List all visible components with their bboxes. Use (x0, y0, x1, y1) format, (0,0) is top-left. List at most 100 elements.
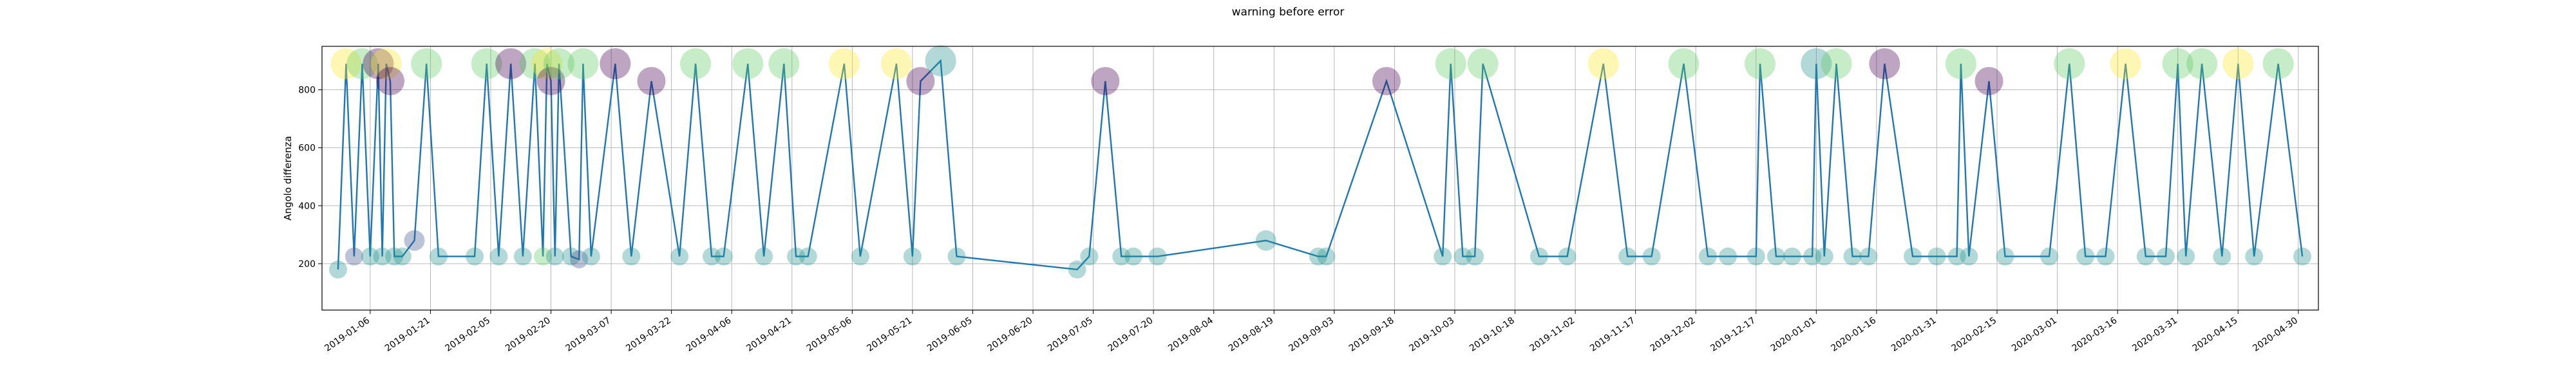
data-points (328, 45, 2312, 279)
x-axis: 2019-01-06 2019-01-21 2019-02-05 2019-02-20… (323, 310, 2300, 354)
data-point (1080, 247, 1099, 266)
data-point (1744, 48, 1776, 80)
x-tick-label: 2019-04-06 (685, 315, 734, 354)
data-point (404, 230, 425, 251)
chart-title: warning before error (1232, 6, 1345, 19)
data-point (534, 247, 553, 266)
data-point (1068, 260, 1086, 279)
data-point (2213, 247, 2231, 266)
x-tick-label: 2019-08-04 (1166, 315, 1215, 354)
x-tick-label: 2019-06-05 (925, 315, 974, 354)
data-point (1112, 247, 1131, 266)
y-tick-label: 800 (298, 86, 316, 96)
data-point (1960, 247, 1978, 266)
data-point (373, 247, 392, 266)
data-point (1927, 247, 1946, 266)
data-point (2096, 247, 2115, 266)
data-point (703, 247, 721, 266)
data-point (1766, 247, 1785, 266)
data-point (851, 247, 869, 266)
data-point (600, 48, 631, 80)
data-point (1747, 247, 1765, 266)
x-tick-label: 2019-12-17 (1709, 315, 1757, 354)
data-point (513, 247, 532, 266)
data-point (755, 247, 773, 266)
data-point (1821, 48, 1852, 80)
x-tick-label: 2020-04-15 (2191, 315, 2240, 354)
x-tick-label: 2019-03-07 (564, 315, 613, 354)
data-point (1945, 48, 1976, 80)
data-point (1454, 247, 1472, 266)
x-tick-label: 2019-02-05 (443, 315, 492, 354)
data-point (768, 48, 800, 80)
x-tick-label: 2020-02-15 (1949, 315, 1998, 354)
x-tick-label: 2019-05-06 (805, 315, 854, 354)
data-point (1618, 247, 1637, 266)
x-tick-label: 2019-01-06 (323, 315, 372, 354)
data-point (330, 48, 362, 80)
y-axis-label: Angolo differenza (282, 136, 294, 220)
data-point (385, 247, 404, 266)
data-point (1698, 247, 1717, 266)
data-point (1309, 247, 1327, 266)
x-tick-label: 2019-11-02 (1528, 315, 1577, 354)
data-point (1587, 48, 1619, 80)
data-point (411, 48, 442, 80)
data-point (2262, 48, 2294, 80)
x-tick-label: 2019-09-03 (1287, 315, 1336, 354)
data-point (2136, 247, 2155, 266)
x-tick-label: 2019-12-02 (1649, 315, 1698, 354)
data-point (2110, 48, 2141, 80)
x-tick-label: 2020-03-16 (2070, 315, 2119, 354)
x-tick-label: 2020-03-01 (2010, 315, 2059, 354)
y-tick-label: 400 (298, 201, 316, 212)
data-point (1558, 247, 1577, 266)
data-point (947, 247, 966, 266)
data-point (622, 247, 641, 266)
data-point (732, 48, 764, 80)
data-point (1372, 67, 1401, 96)
data-point (799, 247, 817, 266)
series-line (337, 59, 2304, 271)
data-point (1467, 48, 1499, 80)
data-point (1783, 247, 1801, 266)
data-point (2186, 48, 2218, 80)
x-tick-label: 2019-03-22 (624, 315, 673, 354)
data-point (1947, 247, 1966, 266)
data-point (429, 247, 448, 266)
grid (322, 46, 2318, 310)
data-point (1668, 48, 1700, 80)
x-tick-label: 2020-01-16 (1829, 315, 1878, 354)
data-point (345, 247, 363, 266)
data-point (328, 260, 347, 279)
data-point (1642, 247, 1661, 266)
data-point (471, 48, 502, 80)
data-point (714, 247, 733, 266)
data-point (531, 48, 563, 80)
x-tick-label: 2019-04-21 (744, 315, 793, 354)
plot-frame (321, 46, 2319, 311)
data-point (1435, 48, 1466, 80)
data-point (1466, 247, 1484, 266)
data-point (1255, 230, 1276, 251)
data-point (1815, 247, 1833, 266)
data-point (1904, 247, 1922, 266)
data-point (2162, 48, 2193, 80)
data-point (2177, 247, 2195, 266)
data-point (370, 48, 402, 80)
data-point (1803, 247, 1822, 266)
x-tick-label: 2020-04-30 (2251, 315, 2300, 354)
data-point (925, 45, 956, 77)
data-point (567, 48, 599, 80)
data-point (393, 247, 412, 266)
data-point (544, 48, 575, 80)
data-line (337, 59, 2304, 271)
data-point (582, 247, 600, 266)
x-tick-label: 2019-02-20 (504, 315, 553, 354)
data-point (1859, 247, 1878, 266)
y-axis: 200 400 600 800 (298, 86, 322, 270)
data-point (680, 48, 712, 80)
x-tick-label: 2019-10-03 (1407, 315, 1456, 354)
data-point (2054, 48, 2085, 80)
